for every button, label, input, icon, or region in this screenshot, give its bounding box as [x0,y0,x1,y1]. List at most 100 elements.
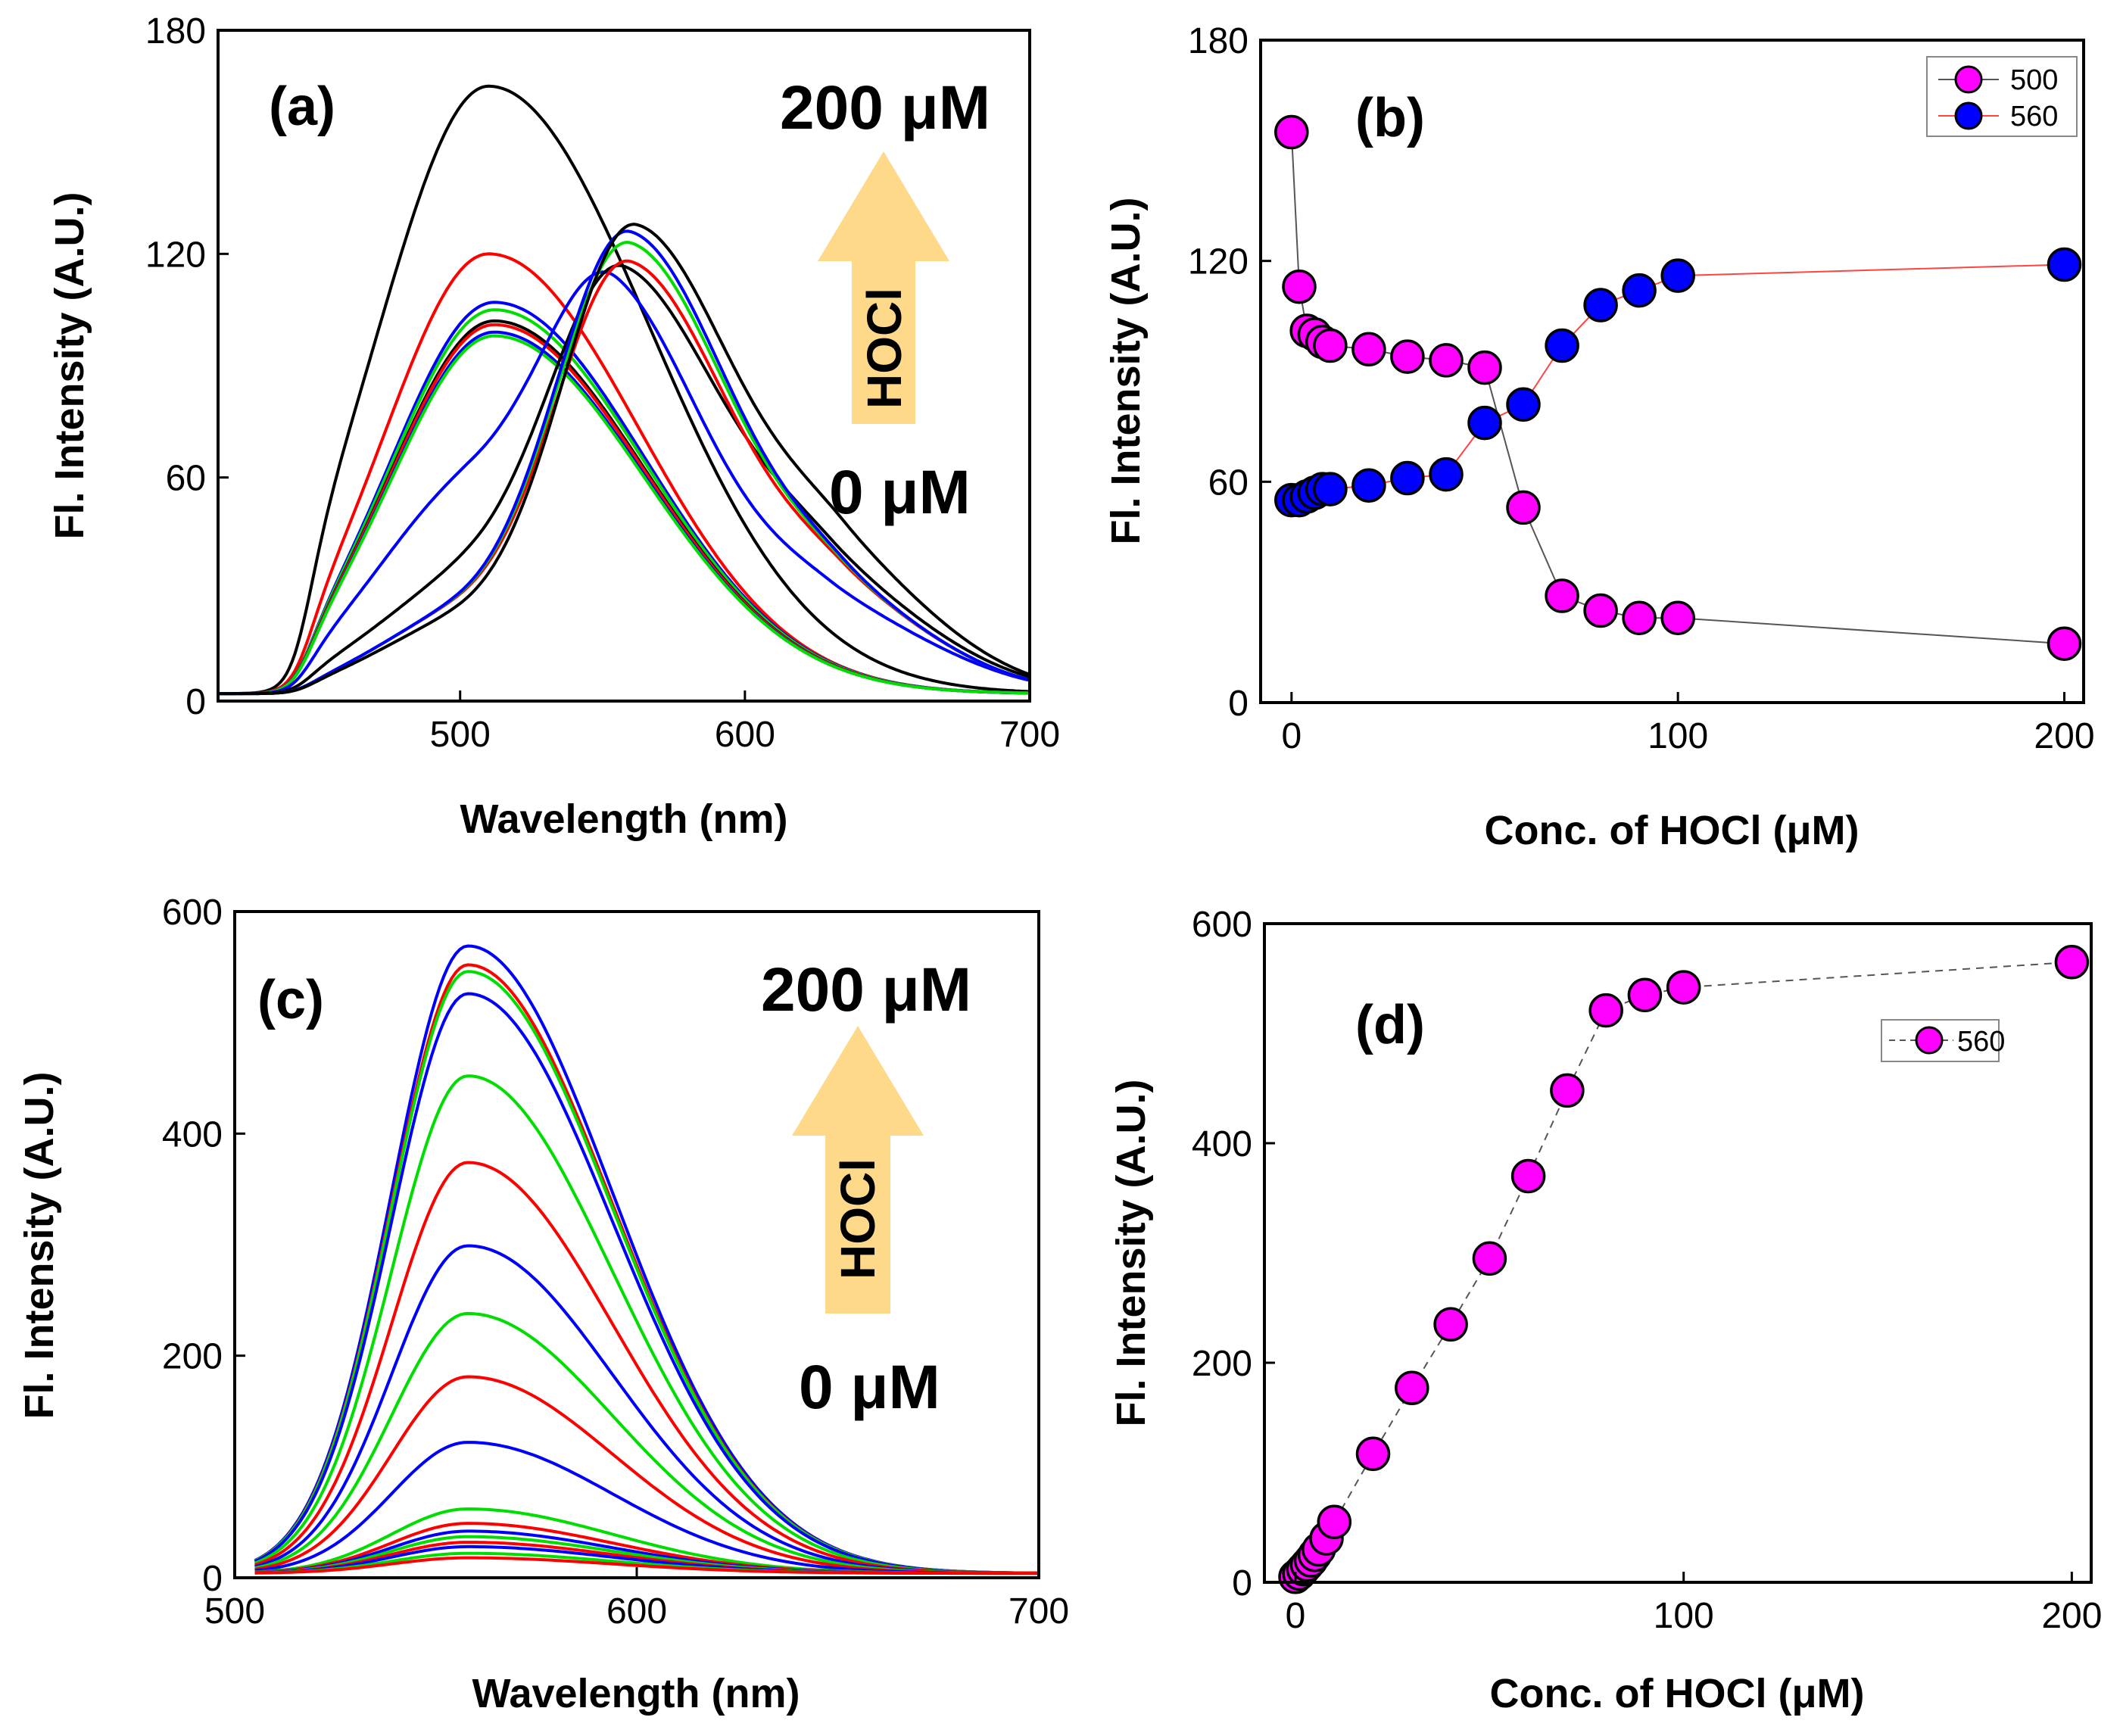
panel-b-ylabel: Fl. Intensity (A.U.) [1103,198,1149,545]
panel-d-label: (d) [1355,995,1425,1055]
panel-d-legend: 560 [1881,1019,2005,1062]
panel-c-ticks: 500 600 700 0 200 400 600 [162,893,1069,1632]
panel-b-series-560-point [1506,387,1541,422]
panel-a-xtick-label: 500 [430,715,491,755]
panel-b-series-560-point [1622,273,1657,308]
panel-b-ytick-label: 120 [1188,242,1249,282]
panel-b-series-560-point [1313,472,1348,506]
panel-d-series-560-point [1627,977,1663,1013]
panel-d-ticks: 0 100 200 0 200 400 600 [1192,905,2103,1636]
panel-d-series-560-point [1472,1241,1507,1276]
panel-a-arrow-label: HOCl [857,288,912,409]
panel-d-xtick-label: 100 [1654,1596,1714,1636]
panel-c: 500 600 700 0 200 400 600 (c) 200 μM 0 μM HOCl… [17,893,1069,1716]
panel-d-legend-label-560: 560 [1957,1026,2005,1058]
panel-b-marks [1274,114,2082,661]
panel-b-series-560-point [2047,247,2082,282]
panel-d-series-560-point [1666,970,1701,1005]
panel-c-marks [254,944,1040,1575]
panel-c-xtick-label: 700 [1009,1591,1069,1632]
panel-b-legend-marker-560 [1954,101,1983,130]
panel-c-spectrum-18 [254,1556,1039,1575]
panel-b-series-500-point [1622,600,1657,635]
panel-b-series-500-point [1351,332,1386,367]
panel-b-legend-marker-500 [1954,65,1983,94]
panel-b-xlabel: Conc. of HOCl (μM) [1485,808,1860,853]
panel-a-spectrum-1 [218,84,1030,696]
panel-b-series-560-point [1545,328,1579,363]
panel-a-ytick-label: 120 [145,235,206,275]
panel-b-ticks: 0 100 200 0 60 120 180 [1188,21,2095,756]
panel-c-xlabel: Wavelength (nm) [472,1671,800,1716]
panel-a-spectrum-10 [218,263,1030,696]
panel-d-ytick-label: 400 [1192,1124,1252,1164]
panel-a-label: (a) [269,76,335,137]
panel-b-series-500-point [1467,350,1502,385]
panel-c-annotation-top: 200 μM [761,955,971,1024]
panel-b-xtick-label: 100 [1648,716,1708,756]
panel-d-series-560-point [1588,993,1623,1028]
panel-d-ytick-label: 200 [1192,1344,1252,1384]
panel-b-label: (b) [1355,88,1425,148]
panel-d-series-560-point [1395,1370,1429,1406]
panel-d-series-560-point [2054,945,2090,980]
panel-b-ytick-label: 60 [1208,463,1249,503]
panel-b: 0 100 200 0 60 120 180 (b) 500 560 Conc. of HO… [1103,21,2095,853]
panel-b-series-500-point [1313,328,1348,363]
panel-b-ytick-label: 180 [1188,21,1249,61]
panel-b-ytick-label: 0 [1228,684,1249,724]
panel-c-label: (c) [257,970,324,1030]
panel-a-xtick-label: 600 [715,715,775,755]
panel-a-spectrum-14 [218,223,1030,696]
panel-d: 0 100 200 0 200 400 600 (d) 560 Conc. of HOCl … [1108,905,2102,1716]
panel-b-series-500-point [1583,593,1618,628]
panel-b-series-500-point [1282,269,1317,304]
panel-b-legend-label-500: 500 [2010,64,2058,96]
panel-c-ytick-label: 400 [162,1114,223,1155]
panel-b-legend-box [1926,56,2078,137]
panel-d-series-560-point [1510,1158,1546,1194]
panel-c-ylabel: Fl. Intensity (A.U.) [17,1072,62,1420]
panel-b-series-500-point [1660,600,1695,635]
panel-b-series-500-point [1506,490,1541,525]
panel-d-legend-marker-560 [1915,1026,1944,1055]
panel-d-ytick-label: 600 [1192,905,1252,945]
panel-c-ytick-label: 0 [202,1559,223,1599]
panel-c-xtick-label: 600 [606,1591,667,1632]
panel-b-series-560-point [1660,258,1695,293]
panel-b-series-500-point [1545,578,1579,613]
panel-c-ytick-label: 600 [162,893,223,933]
panel-a-ytick-label: 0 [185,682,206,722]
panel-d-series-560-point [1317,1504,1352,1540]
panel-b-series-560-point [1390,460,1425,496]
panel-a-spectrum-8 [218,334,1030,696]
panel-c-annotation-bottom: 0 μM [799,1353,940,1422]
panel-b-xtick-label: 0 [1281,716,1302,756]
panel-a-ylabel: Fl. Intensity (A.U.) [47,192,92,540]
panel-a-xtick-label: 700 [999,715,1060,755]
panel-b-xtick-label: 200 [2034,716,2094,756]
panel-b-series-560-point [1429,457,1464,492]
panel-b-legend: 500 560 [1926,56,2078,137]
panel-b-series-560-point [1351,468,1386,503]
panel-a-xlabel: Wavelength (nm) [460,796,787,842]
panel-a-ytick-label: 60 [166,459,206,499]
panel-b-series-500-point [1274,114,1309,150]
panel-d-ylabel: Fl. Intensity (A.U.) [1108,1080,1154,1427]
panel-d-xtick-label: 0 [1286,1596,1306,1636]
panel-b-legend-label-560: 560 [2010,101,2058,132]
panel-a-marks [217,84,1030,696]
panel-a-ticks: 500 600 700 0 60 120 180 [145,11,1060,755]
panel-c-ytick-label: 200 [162,1337,223,1377]
panel-b-series-500-point [2047,626,2082,661]
panel-a-increase-arrow [818,151,949,424]
panel-c-xtick-label: 500 [204,1591,265,1632]
panel-d-series-560-point [1550,1073,1585,1108]
panel-d-series-560-point [1355,1436,1391,1472]
panel-b-series-500-point [1390,339,1425,374]
panel-c-increase-arrow [792,1026,924,1314]
panel-d-ytick-label: 0 [1232,1563,1252,1604]
panel-a-spectrum-9 [217,270,1030,696]
